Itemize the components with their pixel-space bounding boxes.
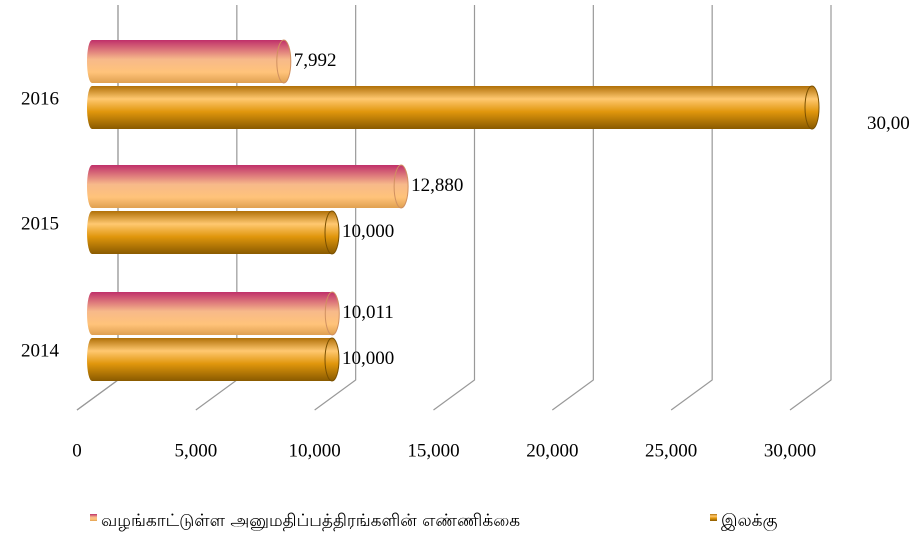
bar [92,292,333,335]
bar [92,40,284,83]
bar-cap [804,85,820,130]
x-tick-label: 25,000 [645,440,697,461]
y-tick-label: 2014 [21,340,60,361]
value-label: 10,000 [342,348,394,369]
value-label: 30,000 [867,113,910,134]
grid-line [789,5,832,411]
bar-start [87,40,97,83]
bar-cap [324,337,340,382]
bar-cap [276,39,292,84]
grid-line [670,5,713,411]
y-tick-label: 2015 [21,213,59,234]
grid-line [314,5,357,411]
legend-label: வழங்காட்டுள்ள அனுமதிப்பத்திரங்களின் எண்ண… [101,511,520,531]
value-label: 7,992 [294,50,337,71]
x-tick-label: 0 [72,440,82,461]
grid-line [433,5,476,411]
value-label: 12,880 [411,175,463,196]
bar [92,86,812,129]
bar-cap [324,210,340,255]
bar-start [87,211,97,254]
bar [92,338,332,381]
x-tick-label: 10,000 [289,440,341,461]
bar-start [87,86,97,129]
legend-label: இலக்கு [721,511,778,531]
legend-swatch [710,514,717,521]
value-label: 10,011 [342,302,394,323]
x-tick-label: 15,000 [407,440,459,461]
bar-start [87,338,97,381]
x-tick-label: 20,000 [526,440,578,461]
legend-swatch [90,514,97,521]
bar-start [87,292,97,335]
grid-line [551,5,594,411]
value-label: 10,000 [342,221,394,242]
x-tick-label: 30,000 [764,440,816,461]
bar-cap [324,291,340,336]
bar-cap [393,164,409,209]
x-tick-label: 5,000 [174,440,217,461]
bar [92,165,402,208]
bar [92,211,332,254]
y-tick-label: 2016 [21,88,59,109]
bar-start [87,165,97,208]
